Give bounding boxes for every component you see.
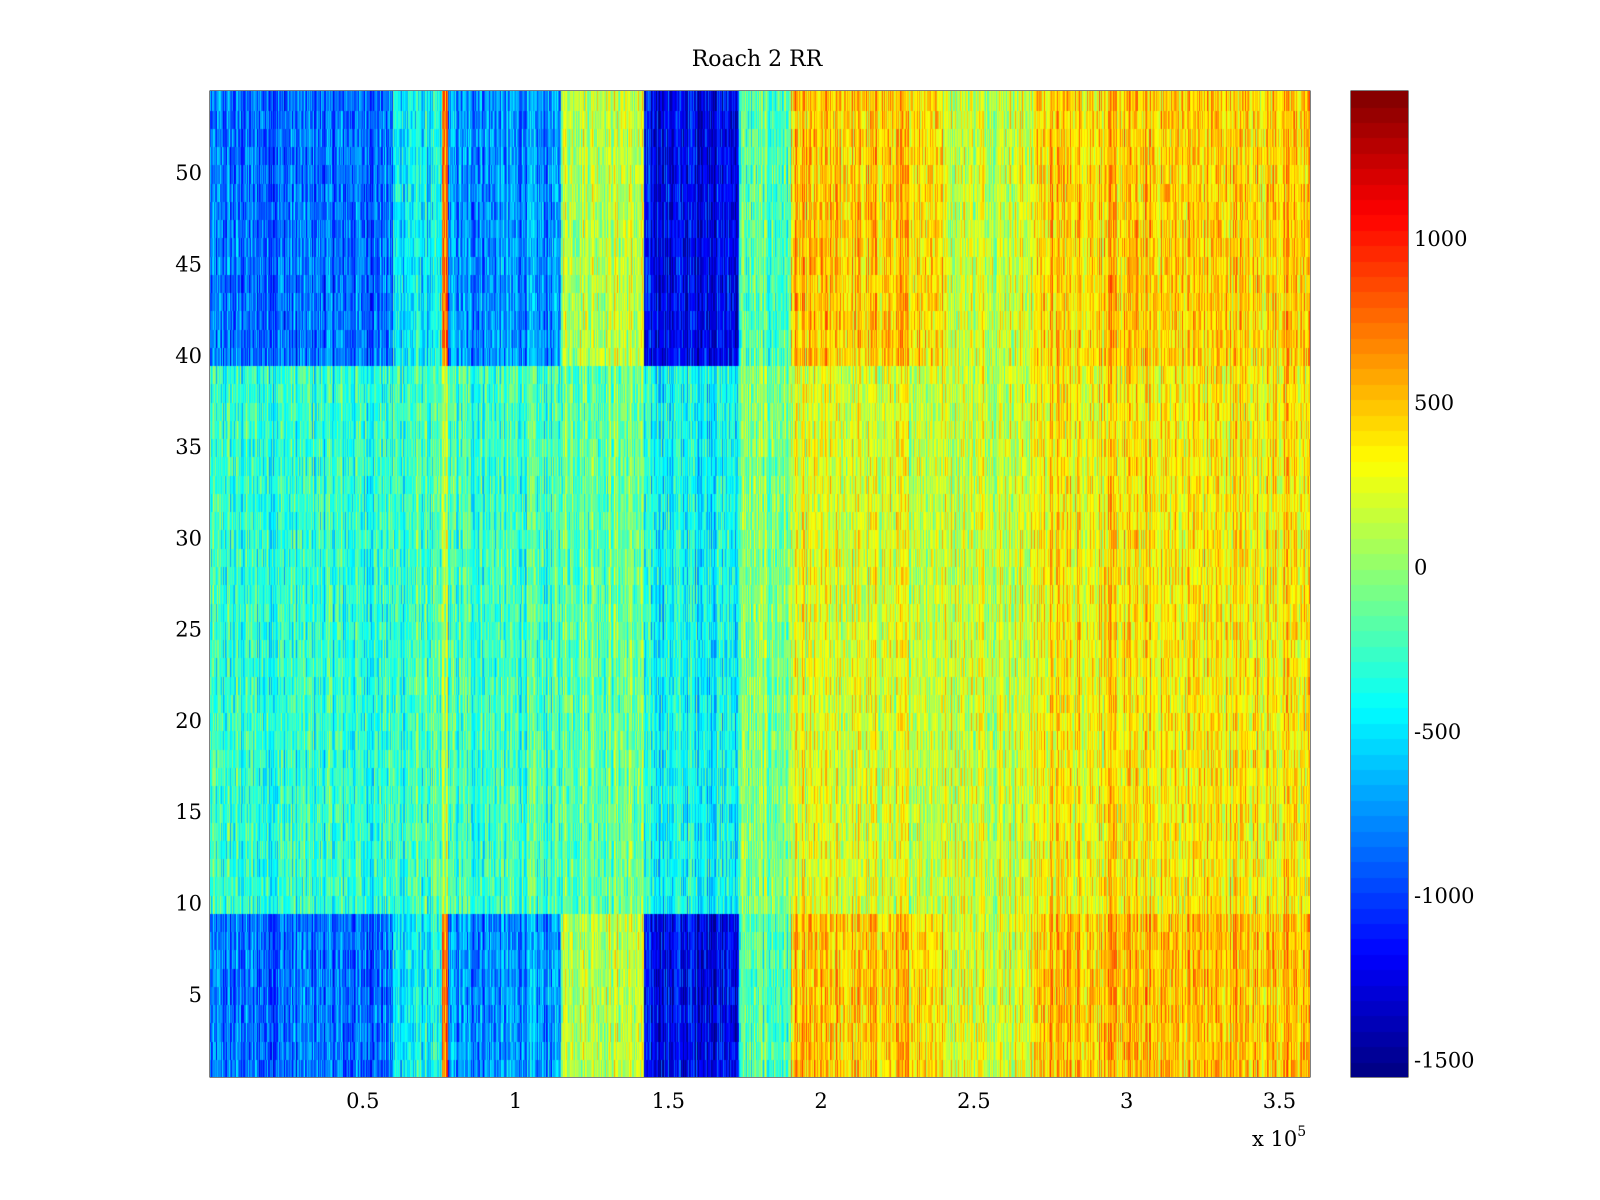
colorbar <box>1351 91 1408 1077</box>
colorbar-ticks: -1500 -1000 -500 0 500 1000 <box>1351 227 1475 1073</box>
x-tick-label: 0.5 <box>346 1089 379 1113</box>
colorbar-tick-label: -1500 <box>1414 1049 1475 1073</box>
x-tick-label: 1 <box>509 1089 522 1113</box>
x-tick-label: 2.5 <box>957 1089 990 1113</box>
x-exponent-label: x 105 <box>1252 1124 1306 1151</box>
x-tick-label: 2 <box>814 1089 827 1113</box>
y-tick-label: 50 <box>175 161 202 185</box>
y-tick-label: 15 <box>175 800 202 824</box>
colorbar-tick-label: 500 <box>1414 391 1454 415</box>
x-exponent-power: 5 <box>1297 1124 1306 1140</box>
y-tick-label: 45 <box>175 252 202 276</box>
x-exponent-base: x 10 <box>1252 1127 1297 1151</box>
y-tick-label: 20 <box>175 709 202 733</box>
colorbar-tick-label: 0 <box>1414 556 1427 580</box>
y-tick-label: 35 <box>175 435 202 459</box>
heatmap <box>210 91 1310 1077</box>
x-tick-label: 1.5 <box>652 1089 685 1113</box>
x-tick-label: 3 <box>1120 1089 1133 1113</box>
y-tick-label: 5 <box>189 983 202 1007</box>
y-axis-ticks: 5 10 15 20 25 30 35 40 45 50 <box>175 161 1310 1007</box>
chart-title: Roach 2 RR <box>692 47 824 72</box>
y-tick-label: 30 <box>175 526 202 550</box>
colorbar-tick-label: -1000 <box>1414 884 1475 908</box>
y-tick-label: 25 <box>175 618 202 642</box>
colorbar-tick-label: 1000 <box>1414 227 1467 251</box>
y-tick-label: 40 <box>175 344 202 368</box>
y-tick-label: 10 <box>175 892 202 916</box>
x-tick-label: 3.5 <box>1263 1089 1296 1113</box>
colorbar-tick-label: -500 <box>1414 720 1461 744</box>
